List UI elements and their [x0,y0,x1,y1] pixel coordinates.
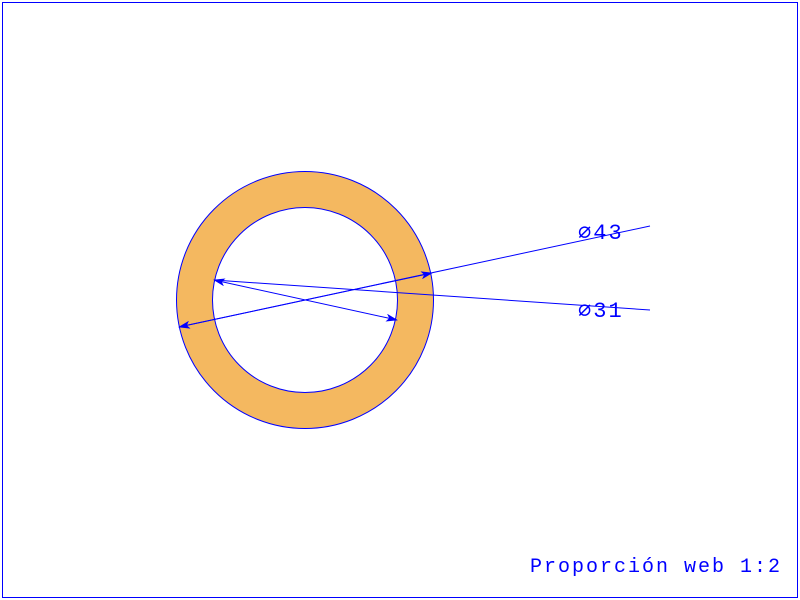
dim-inner-label: ∅31 [578,298,624,324]
ring-inner [212,207,398,393]
diagram-canvas: ∅43 ∅31 Proporción web 1:2 [0,0,800,600]
dim-outer-label: ∅43 [578,220,624,246]
footer-label: Proporción web 1:2 [530,556,782,579]
